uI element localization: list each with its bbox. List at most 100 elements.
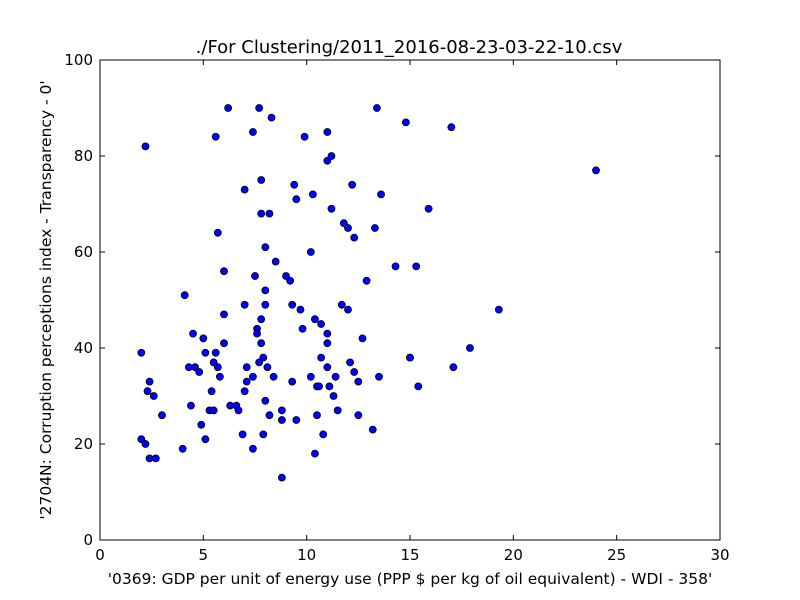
data-point bbox=[220, 310, 228, 319]
data-point bbox=[199, 334, 208, 343]
data-point bbox=[592, 166, 600, 175]
data-point bbox=[466, 344, 474, 352]
data-point bbox=[288, 377, 297, 386]
y-axis-label: '2704N: Corruption perceptions index - T… bbox=[37, 80, 55, 519]
data-point bbox=[375, 372, 383, 381]
data-point bbox=[151, 454, 160, 463]
data-point bbox=[350, 233, 359, 242]
data-point bbox=[300, 132, 309, 141]
data-point bbox=[350, 368, 359, 376]
data-point bbox=[189, 329, 197, 338]
data-point bbox=[257, 176, 266, 184]
data-point bbox=[317, 320, 326, 328]
data-point bbox=[251, 272, 259, 280]
data-point bbox=[333, 406, 342, 415]
data-point bbox=[269, 372, 278, 381]
data-point bbox=[259, 430, 268, 439]
data-point bbox=[209, 406, 218, 415]
data-point bbox=[354, 377, 363, 386]
data-point bbox=[240, 185, 249, 194]
data-point bbox=[286, 276, 295, 285]
x-tick-label: 5 bbox=[199, 546, 209, 564]
data-point bbox=[242, 363, 251, 372]
data-point bbox=[327, 204, 336, 213]
data-point bbox=[329, 392, 338, 400]
plot-frame bbox=[99, 59, 721, 541]
y-tick-label: 80 bbox=[74, 147, 93, 165]
data-point bbox=[315, 382, 323, 391]
data-point bbox=[288, 300, 297, 309]
data-point bbox=[344, 305, 352, 314]
data-point bbox=[197, 420, 206, 429]
data-point bbox=[344, 224, 352, 232]
data-point bbox=[424, 204, 433, 213]
x-tick-label: 25 bbox=[607, 546, 626, 564]
data-point bbox=[255, 104, 264, 112]
x-tick-label: 0 bbox=[95, 546, 105, 564]
data-point bbox=[213, 228, 222, 237]
data-point bbox=[325, 382, 334, 391]
x-axis-label: '0369: GDP per unit of energy use (PPP $… bbox=[108, 570, 713, 588]
data-point bbox=[319, 430, 328, 439]
chart-title: ./For Clustering/2011_2016-08-23-03-22-1… bbox=[196, 37, 623, 58]
data-point bbox=[158, 411, 166, 420]
x-tick-label: 15 bbox=[400, 546, 419, 564]
data-point bbox=[257, 209, 266, 218]
data-point bbox=[249, 444, 257, 453]
x-tick-label: 30 bbox=[710, 546, 729, 564]
data-point bbox=[449, 363, 458, 372]
data-point bbox=[346, 358, 354, 367]
points-layer bbox=[137, 104, 600, 482]
data-point bbox=[234, 406, 243, 415]
data-point bbox=[261, 243, 270, 252]
data-point bbox=[327, 152, 336, 160]
data-point bbox=[323, 363, 332, 372]
data-point bbox=[201, 348, 210, 357]
data-point bbox=[370, 224, 379, 232]
data-point bbox=[277, 416, 286, 424]
data-point bbox=[412, 262, 421, 271]
data-point bbox=[215, 372, 224, 381]
data-point bbox=[406, 353, 414, 362]
data-point bbox=[261, 286, 270, 295]
data-point bbox=[213, 363, 222, 372]
data-point bbox=[195, 368, 204, 376]
data-point bbox=[277, 473, 286, 482]
data-point bbox=[348, 180, 357, 189]
data-point bbox=[180, 291, 189, 300]
data-point bbox=[261, 396, 270, 405]
data-point bbox=[311, 315, 319, 324]
y-tick-label: 40 bbox=[74, 339, 93, 357]
data-point bbox=[296, 305, 305, 314]
data-point bbox=[292, 416, 301, 424]
data-point bbox=[306, 372, 315, 381]
data-point bbox=[354, 411, 363, 420]
data-point bbox=[323, 339, 332, 348]
data-point bbox=[414, 382, 423, 391]
data-point bbox=[263, 363, 272, 372]
data-point bbox=[261, 300, 270, 309]
data-point bbox=[265, 411, 274, 420]
data-point bbox=[207, 387, 216, 396]
y-tick-label: 60 bbox=[74, 243, 93, 261]
data-point bbox=[298, 324, 307, 333]
data-point bbox=[290, 180, 299, 189]
data-point bbox=[240, 387, 249, 396]
data-point bbox=[447, 123, 456, 132]
data-point bbox=[187, 401, 195, 410]
data-point bbox=[220, 339, 228, 348]
data-point bbox=[292, 195, 301, 204]
data-point bbox=[137, 348, 146, 357]
data-point bbox=[201, 435, 210, 444]
data-point bbox=[224, 104, 233, 112]
y-tick-label: 20 bbox=[74, 435, 93, 453]
data-point bbox=[259, 353, 268, 362]
data-point bbox=[311, 449, 319, 458]
data-point bbox=[257, 339, 266, 348]
data-point bbox=[141, 142, 150, 151]
data-point bbox=[337, 300, 346, 309]
data-point bbox=[145, 377, 154, 386]
data-point bbox=[331, 372, 340, 381]
data-point bbox=[317, 353, 326, 362]
data-point bbox=[401, 118, 410, 127]
